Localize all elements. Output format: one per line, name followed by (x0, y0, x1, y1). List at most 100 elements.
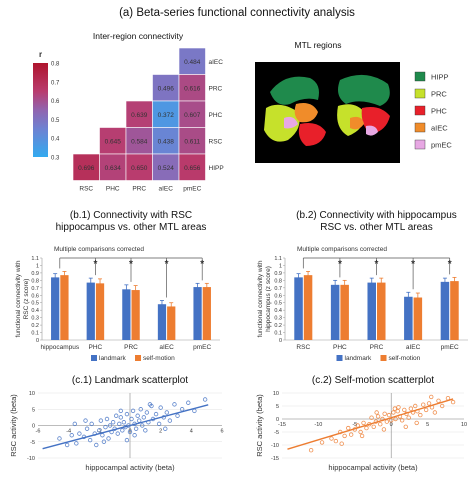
heatmap-cell (152, 153, 180, 181)
bar-chart-rsc-category-label: PHC (89, 344, 103, 351)
bar-chart-rsc-subtitle: hippocampus vs. other MTL areas (56, 222, 207, 233)
scatter-landmark-point (141, 415, 146, 420)
scatter-landmark: (c.1) Landmark scatterplot -10 -5 0 5 10 -6 -4 -… (9, 375, 224, 472)
bar-chart-rsc-y-tick: 0.4 (31, 308, 39, 314)
scatter-self-motion-xlabel: hippocampal activity (beta) (328, 463, 418, 472)
scatter-landmark-point (107, 423, 113, 428)
bar-chart-rsc-y-tick: 0 (36, 338, 39, 344)
scatter-self-motion-point (342, 433, 347, 439)
scatter-self-motion-point (346, 425, 351, 431)
bar-chart-hippocampus-bar (450, 281, 459, 340)
scatter-landmark-point (83, 418, 88, 423)
scatter-landmark-x-tick: -2 (97, 429, 102, 435)
scatter-landmark-point (192, 408, 197, 414)
scatter-landmark-ylabel: RSC activity (beta) (9, 394, 18, 457)
colorbar-tick: 0.8 (51, 62, 60, 68)
scatter-landmark-point (156, 421, 162, 427)
scatter-self-motion-point (319, 440, 325, 445)
heatmap-row-label: PHC (209, 112, 223, 119)
heatmap-cell-value: 0.496 (158, 85, 175, 92)
bar-chart-hippocampus-y-tick: 0.5 (274, 301, 282, 307)
scatter-landmark-x-tick: 4 (190, 429, 193, 435)
scatter-self-motion-x-tick: -5 (352, 422, 357, 428)
scatter-landmark-point (87, 437, 93, 443)
bar-chart-rsc-y-tick: 0.1 (31, 331, 39, 337)
heatmap-cell (125, 127, 153, 155)
bar-chart-hippocampus-legend-label: landmark (345, 355, 372, 362)
scatter-landmark-point (121, 420, 127, 425)
bar-chart-hippocampus-y-tick: 0.7 (274, 286, 282, 292)
hipp-right-shape (338, 74, 390, 106)
scatter-self-motion-point (358, 429, 363, 435)
scatter-landmark-point (132, 433, 137, 438)
scatter-self-motion-title: (c.2) Self-motion scatterplot (312, 375, 434, 386)
scatter-landmark-point (124, 437, 130, 443)
scatter-landmark-point (138, 407, 143, 412)
mtl-legend-swatch (414, 88, 426, 99)
heatmap-col-label: PRC (132, 186, 146, 193)
scatter-self-motion-point (436, 398, 441, 403)
bar-chart-rsc-bar (60, 275, 69, 340)
scatter-landmark-point (140, 423, 145, 428)
heatmap-col-label: pmEC (183, 186, 201, 193)
scatter-self-motion-point (386, 412, 392, 418)
heatmap-row-label: PRC (209, 85, 223, 92)
bar-chart-rsc-sig-star: * (93, 259, 97, 270)
scatter-self-motion-point (399, 418, 405, 423)
bar-chart-hippocampus-bar (294, 277, 303, 340)
scatter-landmark-point (163, 426, 168, 431)
bar-chart-hippocampus-bar (413, 297, 423, 340)
scatter-landmark-point (69, 433, 74, 438)
bar-chart-rsc-y-tick: 0.5 (31, 301, 39, 307)
scatter-landmark-point (57, 436, 62, 441)
scatter-self-motion-point (339, 441, 344, 446)
bar-chart-rsc-bar (95, 283, 105, 340)
scatter-self-motion-point (391, 410, 396, 415)
bar-chart-hippocampus-y-tick: 0 (279, 338, 282, 344)
scatter-landmark-point (120, 428, 125, 433)
bar-chart-rsc-bar (51, 277, 60, 340)
bar-chart-hippocampus-ylabel2: hippocampus (z score) (265, 266, 272, 332)
mtl-legend-label: PHC (431, 107, 447, 116)
pmec-left-shape (284, 116, 298, 129)
scatter-self-motion-point (359, 433, 365, 439)
bar-chart-hippocampus-y-tick: 0.3 (274, 316, 282, 322)
heatmap-cell-value: 0.696 (78, 165, 95, 172)
scatter-self-motion-y-tick: -5 (274, 430, 279, 436)
heatmap-cell-value: 0.634 (105, 165, 122, 172)
scatter-self-motion-point (393, 416, 398, 422)
scatter-self-motion-point (375, 414, 381, 419)
bar-chart-hippocampus-legend-swatch (380, 355, 387, 361)
heatmap-cell (178, 47, 206, 75)
scatter-landmark-point (124, 411, 130, 417)
colorbar-tick: 0.7 (51, 80, 60, 86)
scatter-landmark-point (84, 426, 90, 431)
bar-chart-hippocampus-bar (440, 281, 450, 340)
bar-chart-hippocampus-bar (340, 284, 349, 340)
scatter-self-motion-point (364, 425, 369, 431)
scatter-landmark-point (103, 424, 108, 430)
scatter-self-motion-x-tick: 10 (461, 422, 467, 428)
bar-chart-rsc-legend-label: self-motion (143, 355, 175, 362)
prc-left-shape (264, 104, 300, 142)
bar-chart-hippocampus-bar (330, 284, 340, 340)
scatter-self-motion-y-tick: 5 (276, 404, 279, 410)
bar-chart-hippocampus-y-tick: 0.8 (274, 278, 282, 284)
scatter-landmark-point (202, 397, 208, 402)
heatmap-title: Inter-region connectivity (93, 31, 184, 41)
scatter-landmark-point (167, 418, 173, 423)
mtl-legend-swatch (414, 139, 426, 150)
scatter-landmark-point (143, 428, 148, 433)
scatter-self-motion-y-tick: -15 (271, 456, 279, 462)
scatter-self-motion-point (374, 410, 379, 415)
scatter-landmark-x-tick: 2 (159, 429, 162, 435)
scatter-self-motion-point (418, 412, 423, 418)
bar-chart-hippocampus-category-label: aIEC (406, 344, 421, 351)
scatter-self-motion-point (381, 427, 387, 432)
scatter-self-motion-point (408, 406, 414, 411)
scatter-landmark-point (164, 410, 169, 415)
bar-chart-rsc-category-label: aIEC (159, 344, 174, 351)
scatter-self-motion-x-tick: -15 (278, 422, 286, 428)
bar-chart-hippocampus-y-tick: 0.6 (274, 293, 282, 299)
bar-chart-rsc-category-label: pmEC (193, 344, 211, 351)
